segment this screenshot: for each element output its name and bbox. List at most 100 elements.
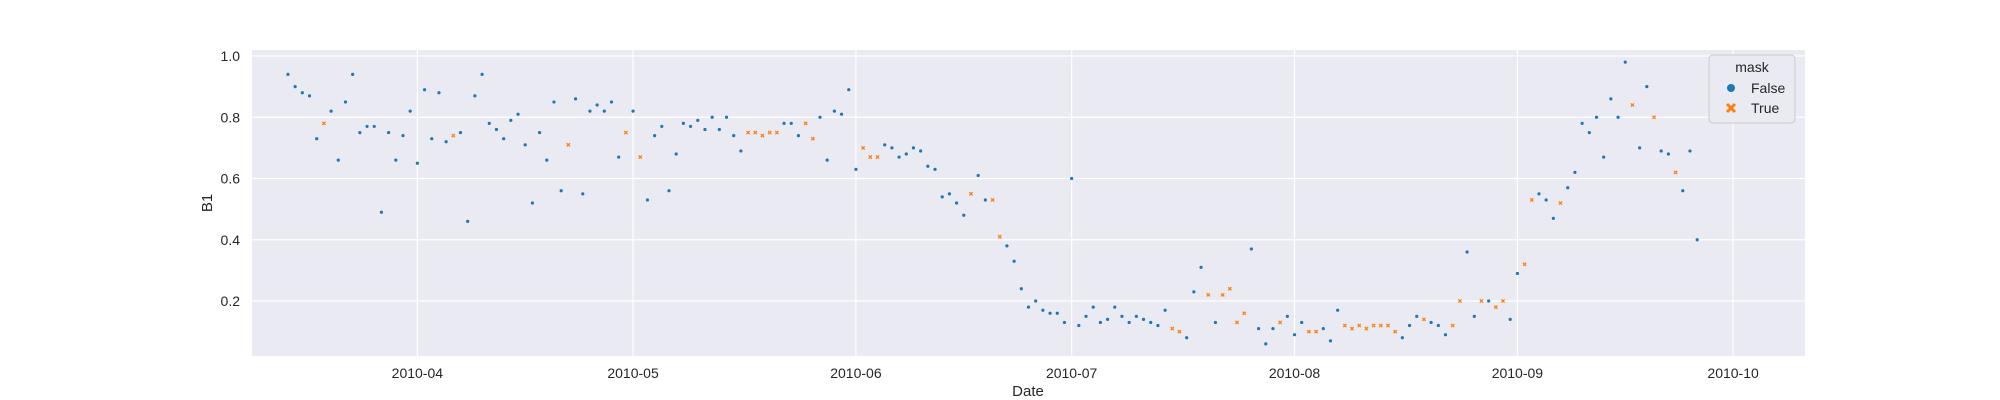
data-point-false [394, 158, 398, 162]
data-point-false [1285, 314, 1289, 318]
data-point-true [1457, 298, 1462, 304]
data-point-true [1357, 323, 1362, 328]
data-point-true [566, 142, 571, 147]
data-point-false [1321, 326, 1325, 331]
data-point-true [1206, 292, 1211, 297]
data-point-false [1048, 311, 1052, 315]
data-point-true [1278, 320, 1283, 325]
data-point-false [883, 143, 887, 147]
data-point-false [1141, 317, 1146, 321]
data-point-false [329, 109, 333, 113]
data-point-false [1156, 323, 1160, 328]
data-point-false [1666, 152, 1670, 156]
data-point-false [300, 91, 304, 95]
data-point-false [1264, 342, 1268, 346]
data-point-false [1105, 317, 1110, 321]
data-point-false [919, 149, 923, 153]
legend-label-true: True [1751, 100, 1779, 116]
data-point-false [1012, 259, 1016, 263]
data-point-true [774, 130, 779, 135]
data-point-false [537, 130, 542, 135]
data-point-false [789, 121, 793, 125]
data-point-true [875, 155, 880, 160]
data-point-true [810, 136, 815, 141]
x-axis: 2010-04 2010-05 2010-06 2010-07 2010-08 2010-… [392, 365, 1759, 381]
data-point-true [1177, 329, 1182, 334]
data-point-false [286, 72, 290, 76]
data-point-false [1587, 130, 1591, 135]
data-point-false [1134, 314, 1138, 318]
data-point-true [638, 155, 643, 160]
data-point-false [1429, 320, 1433, 325]
data-point-false [466, 219, 470, 223]
data-point-false [739, 149, 743, 153]
data-point-false [631, 109, 635, 113]
data-point-false [1062, 320, 1067, 325]
data-point-false [1645, 85, 1649, 89]
data-point-false [1070, 176, 1074, 181]
data-point-false [1551, 216, 1555, 220]
data-point-false [1623, 60, 1627, 64]
data-point-false [1163, 308, 1167, 312]
data-point-false [854, 167, 858, 171]
data-point-false [933, 167, 937, 171]
data-point-true [968, 191, 974, 196]
legend: mask False True [1708, 54, 1796, 124]
y-axis-label: B1 [199, 194, 216, 212]
data-point-false [1436, 323, 1440, 328]
data-point-false [458, 130, 463, 135]
data-point-false [926, 164, 930, 168]
y-tick-label: 0.2 [221, 293, 241, 309]
x-tick-label: 2010-08 [1269, 365, 1321, 381]
data-point-false [1544, 198, 1548, 202]
data-point-false [1113, 305, 1117, 309]
data-point-true [1393, 329, 1398, 334]
data-point-false [1249, 247, 1253, 251]
x-tick-label: 2010-04 [392, 365, 444, 381]
x-tick-label: 2010-06 [830, 365, 882, 381]
data-point-false [1084, 314, 1088, 318]
data-point-false [437, 91, 441, 95]
x-tick-label: 2010-09 [1492, 365, 1544, 381]
data-point-false [1185, 336, 1189, 340]
data-point-true [321, 121, 326, 126]
data-point-false [1472, 314, 1476, 318]
data-point-true [767, 130, 772, 135]
data-point-false [904, 152, 908, 156]
data-point-false [1041, 308, 1045, 312]
data-point-true [1170, 326, 1175, 331]
data-point-true [1342, 323, 1347, 328]
data-point-false [890, 146, 894, 150]
data-point-false [473, 94, 477, 98]
data-point-false [379, 210, 384, 214]
data-point-false [293, 85, 297, 89]
grid-lines [252, 50, 1805, 356]
data-point-true [1558, 200, 1563, 206]
y-tick-label: 0.8 [221, 109, 241, 125]
data-point-false [688, 124, 693, 129]
data-point-false [444, 140, 448, 144]
data-point-true [1500, 298, 1506, 304]
data-point-true [868, 155, 873, 160]
data-point-false [897, 155, 901, 159]
data-point-false [667, 189, 671, 193]
data-point-true [746, 130, 751, 135]
data-point-false [365, 124, 369, 129]
data-point-true [1349, 326, 1355, 331]
data-point-false [559, 189, 563, 193]
data-point-false [617, 155, 621, 159]
data-point-false [480, 72, 484, 76]
x-tick-label: 2010-05 [607, 365, 659, 381]
data-point-false [1328, 339, 1333, 343]
data-point-false [1271, 326, 1275, 331]
data-point-false [588, 109, 592, 113]
data-point-true [997, 234, 1002, 239]
data-point-false [1580, 121, 1584, 125]
data-point-false [1487, 299, 1491, 303]
data-point-false [839, 112, 844, 116]
data-point-false [847, 88, 851, 92]
data-point-false [494, 127, 499, 132]
y-axis: 0.2 0.4 0.6 0.8 1.0 [221, 48, 241, 309]
data-point-true [990, 197, 995, 202]
data-point-false [1336, 308, 1340, 312]
